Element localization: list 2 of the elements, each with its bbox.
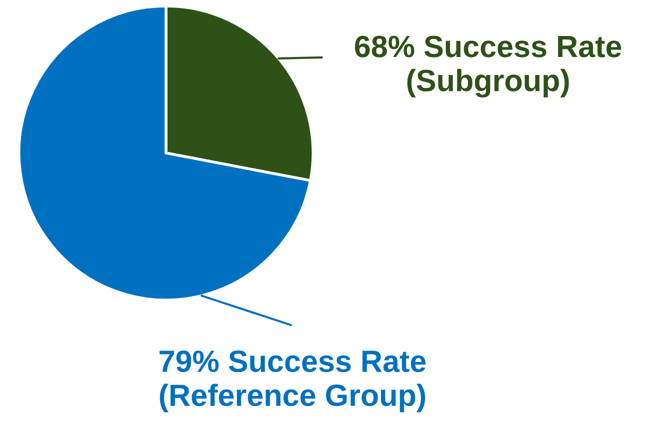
slice-label: 79% Success Rate (Reference Group) — [160, 350, 426, 412]
slice-label: 68% Success Rate (Subgroup) — [354, 36, 622, 98]
